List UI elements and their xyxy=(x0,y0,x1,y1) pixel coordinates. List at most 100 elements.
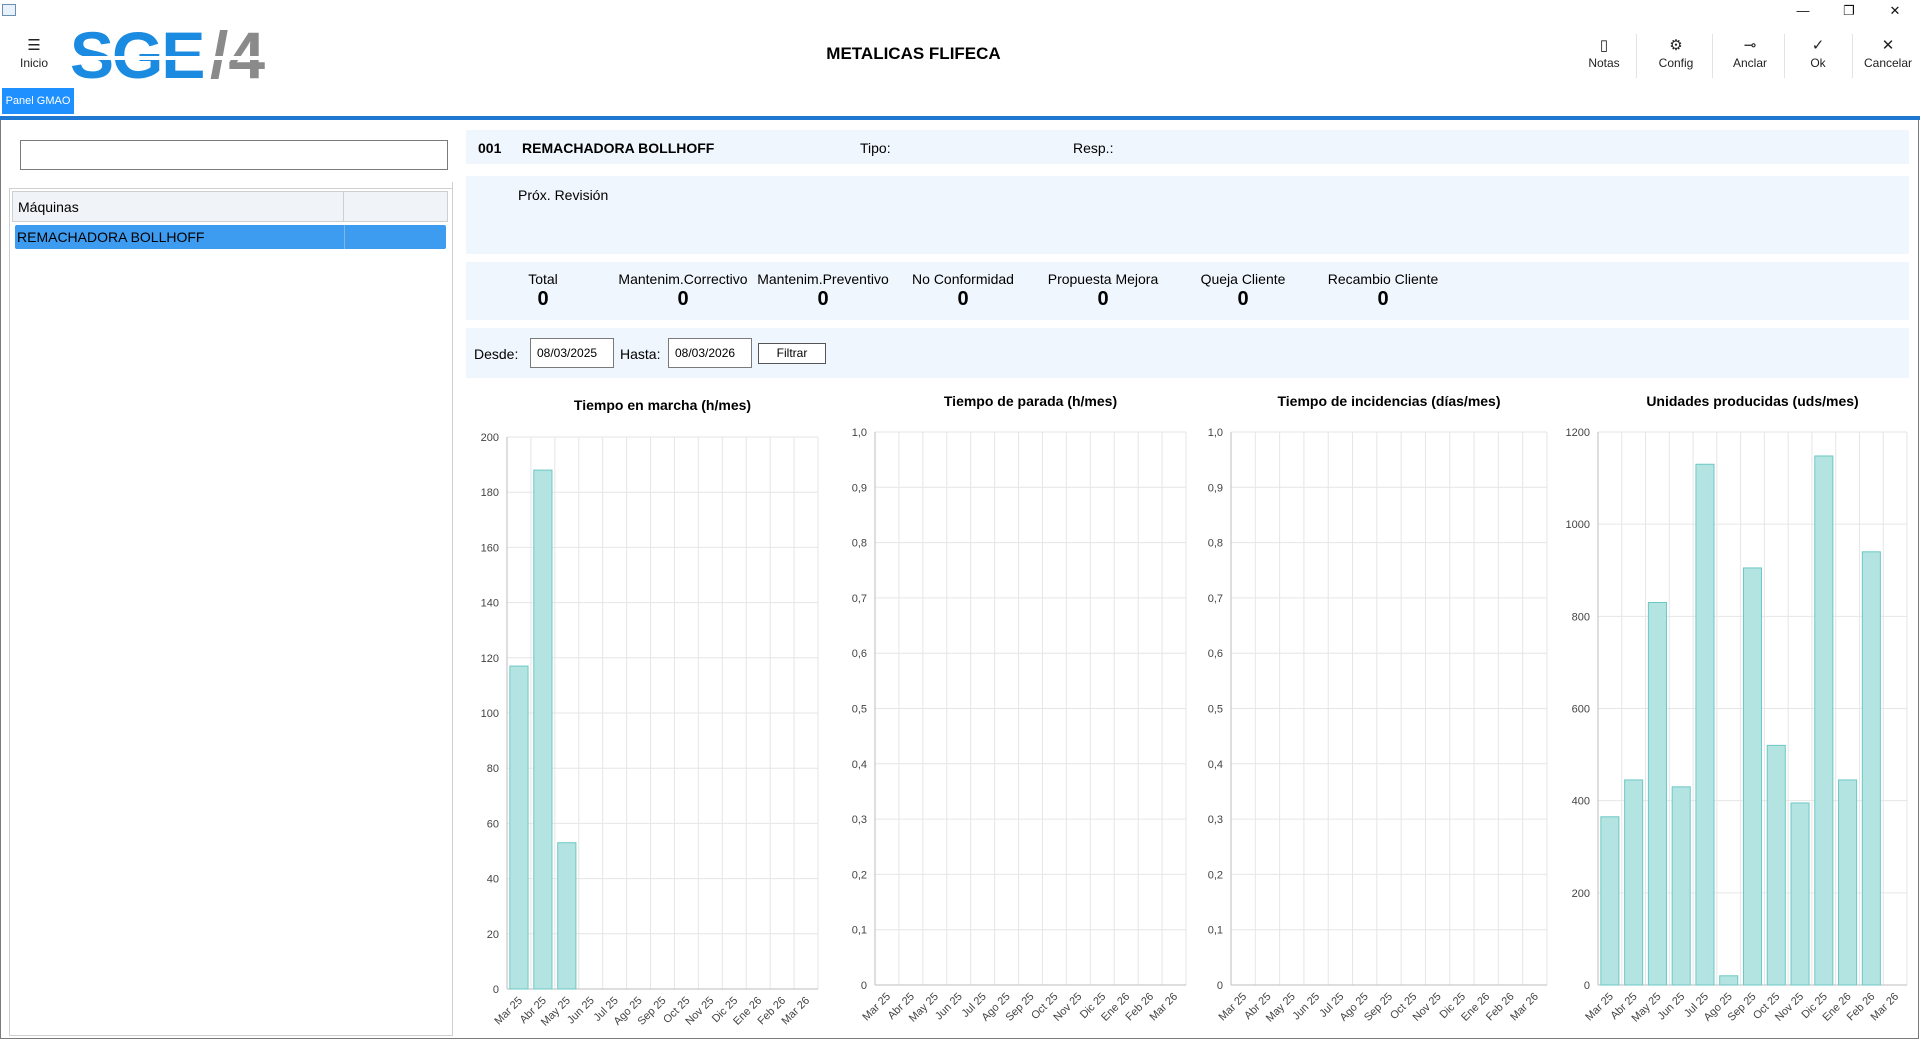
y-tick-label: 0,6 xyxy=(1208,648,1223,660)
chart-units-produced: Unidades producidas (uds/mes) 0 200 400 600 8… xyxy=(1555,388,1915,1036)
notes-label: Notas xyxy=(1588,56,1620,70)
y-tick-label: 1,0 xyxy=(852,427,867,439)
logo-stripe xyxy=(70,56,265,60)
stat-label: Mantenim.Preventivo xyxy=(757,271,889,287)
x-tick-label: Jun 25 xyxy=(933,991,965,1023)
restore-button[interactable]: ❐ xyxy=(1843,3,1855,18)
chart-svg: Tiempo en marcha (h/mes) 0 20 40 60 80 100 120 1… xyxy=(481,397,819,1029)
chart-title: Tiempo de incidencias (días/mes) xyxy=(1277,393,1500,409)
machine-name: REMACHADORA BOLLHOFF xyxy=(522,140,715,156)
y-tick-label: 120 xyxy=(481,653,499,665)
revision-label: Próx. Revisión xyxy=(518,187,609,203)
config-label: Config xyxy=(1658,56,1694,70)
bar xyxy=(1766,744,1786,986)
x-tick-label: Jun 25 xyxy=(1290,991,1322,1023)
y-tick-label: 0,1 xyxy=(852,925,867,937)
cell-divider xyxy=(344,225,345,249)
y-tick-label: 0,4 xyxy=(1208,759,1223,771)
y-tick-label: 60 xyxy=(487,818,499,830)
bar xyxy=(1695,463,1715,986)
close-icon: ✕ xyxy=(1881,37,1895,54)
stat-value: 0 xyxy=(957,288,969,310)
y-tick-label: 0,5 xyxy=(1208,704,1223,716)
y-tick-label: 1,0 xyxy=(1208,427,1223,439)
stat-complaint: Queja Cliente 0 xyxy=(1173,271,1313,311)
machines-column-header-extra xyxy=(344,191,448,222)
y-tick-label: 0,7 xyxy=(1208,593,1223,605)
stat-label: No Conformidad xyxy=(912,271,1014,287)
y-tick-label: 200 xyxy=(1572,888,1590,900)
chart-svg: Unidades producidas (uds/mes) 0 200 400 600 8… xyxy=(1566,393,1908,1025)
cancel-label: Cancelar xyxy=(1863,56,1913,70)
stat-spare-part: Recambio Cliente 0 xyxy=(1313,271,1453,311)
stats-panel xyxy=(466,262,1909,320)
machines-grid xyxy=(9,188,453,1036)
y-tick-label: 0 xyxy=(1217,980,1223,992)
bar xyxy=(1790,802,1810,986)
panel-splitter[interactable] xyxy=(452,182,453,1036)
notes-button[interactable]: ▯ Notas xyxy=(1582,36,1626,70)
y-tick-label: 80 xyxy=(487,763,499,775)
y-tick-label: 140 xyxy=(481,598,499,610)
menu-button[interactable]: ☰ Inicio xyxy=(14,36,54,70)
toolbar-divider xyxy=(1784,34,1785,78)
y-tick-label: 0,5 xyxy=(852,704,867,716)
filter-button[interactable]: Filtrar xyxy=(758,343,826,364)
y-tick-label: 0,3 xyxy=(852,814,867,826)
search-input[interactable] xyxy=(20,140,448,170)
y-tick-label: 0,2 xyxy=(852,869,867,881)
cancel-button[interactable]: ✕ Cancelar xyxy=(1862,36,1914,70)
table-row[interactable]: REMACHADORA BOLLHOFF xyxy=(15,225,446,249)
check-icon: ✓ xyxy=(1811,37,1825,54)
revision-panel xyxy=(466,176,1909,254)
x-tick-label: Mar 25 xyxy=(860,991,893,1024)
stat-preventive: Mantenim.Preventivo 0 xyxy=(753,271,893,311)
toolbar-divider xyxy=(1852,34,1853,78)
y-tick-label: 180 xyxy=(481,487,499,499)
bar xyxy=(1814,455,1834,986)
toolbar-divider xyxy=(1712,34,1713,78)
tab-panel-gmao[interactable]: Panel GMAO xyxy=(2,88,74,114)
bar xyxy=(1647,602,1667,986)
stat-value: 0 xyxy=(537,288,549,310)
x-tick-label: Mar 25 xyxy=(1583,991,1616,1024)
bar xyxy=(1624,779,1644,986)
machine-name-cell: REMACHADORA BOLLHOFF xyxy=(17,229,205,245)
chart-title: Tiempo en marcha (h/mes) xyxy=(574,397,751,413)
hamburger-icon: ☰ xyxy=(27,37,41,54)
ok-button[interactable]: ✓ Ok xyxy=(1796,36,1840,70)
y-tick-label: 0,8 xyxy=(852,538,867,550)
stat-corrective: Mantenim.Correctivo 0 xyxy=(613,271,753,311)
y-tick-label: 0,9 xyxy=(852,482,867,494)
y-tick-label: 40 xyxy=(487,874,499,886)
y-tick-label: 600 xyxy=(1572,704,1590,716)
chart-title: Unidades producidas (uds/mes) xyxy=(1646,393,1858,409)
y-tick-label: 0 xyxy=(1584,980,1590,992)
y-tick-label: 160 xyxy=(481,542,499,554)
x-tick-label: Mar 26 xyxy=(1508,991,1541,1024)
to-date-field[interactable]: 08/03/2026 xyxy=(668,338,752,368)
stat-value: 0 xyxy=(1237,288,1249,310)
minimize-button[interactable]: — xyxy=(1796,3,1810,18)
config-button[interactable]: ⚙ Config xyxy=(1650,36,1702,70)
y-tick-label: 0,6 xyxy=(852,648,867,660)
bar xyxy=(1838,779,1858,986)
y-tick-label: 100 xyxy=(481,708,499,720)
stat-value: 0 xyxy=(817,288,829,310)
y-tick-label: 1200 xyxy=(1566,427,1590,439)
from-date-field[interactable]: 08/03/2025 xyxy=(530,338,614,368)
y-tick-label: 0,8 xyxy=(1208,538,1223,550)
gear-icon: ⚙ xyxy=(1669,37,1683,54)
y-tick-label: 0,7 xyxy=(852,593,867,605)
machines-column-header[interactable]: Máquinas xyxy=(12,191,344,222)
x-tick-label: Mar 25 xyxy=(1217,991,1250,1024)
stat-label: Mantenim.Correctivo xyxy=(618,271,748,287)
ok-label: Ok xyxy=(1810,56,1826,70)
stat-label: Queja Cliente xyxy=(1200,271,1286,287)
from-label: Desde: xyxy=(474,346,519,362)
company-title: METALICAS FLIFECA xyxy=(826,44,1001,63)
close-window-button[interactable]: ✕ xyxy=(1889,3,1901,18)
stat-label: Recambio Cliente xyxy=(1327,271,1439,287)
menu-label: Inicio xyxy=(19,56,48,70)
anchor-button[interactable]: ⊸ Anclar xyxy=(1724,36,1776,70)
